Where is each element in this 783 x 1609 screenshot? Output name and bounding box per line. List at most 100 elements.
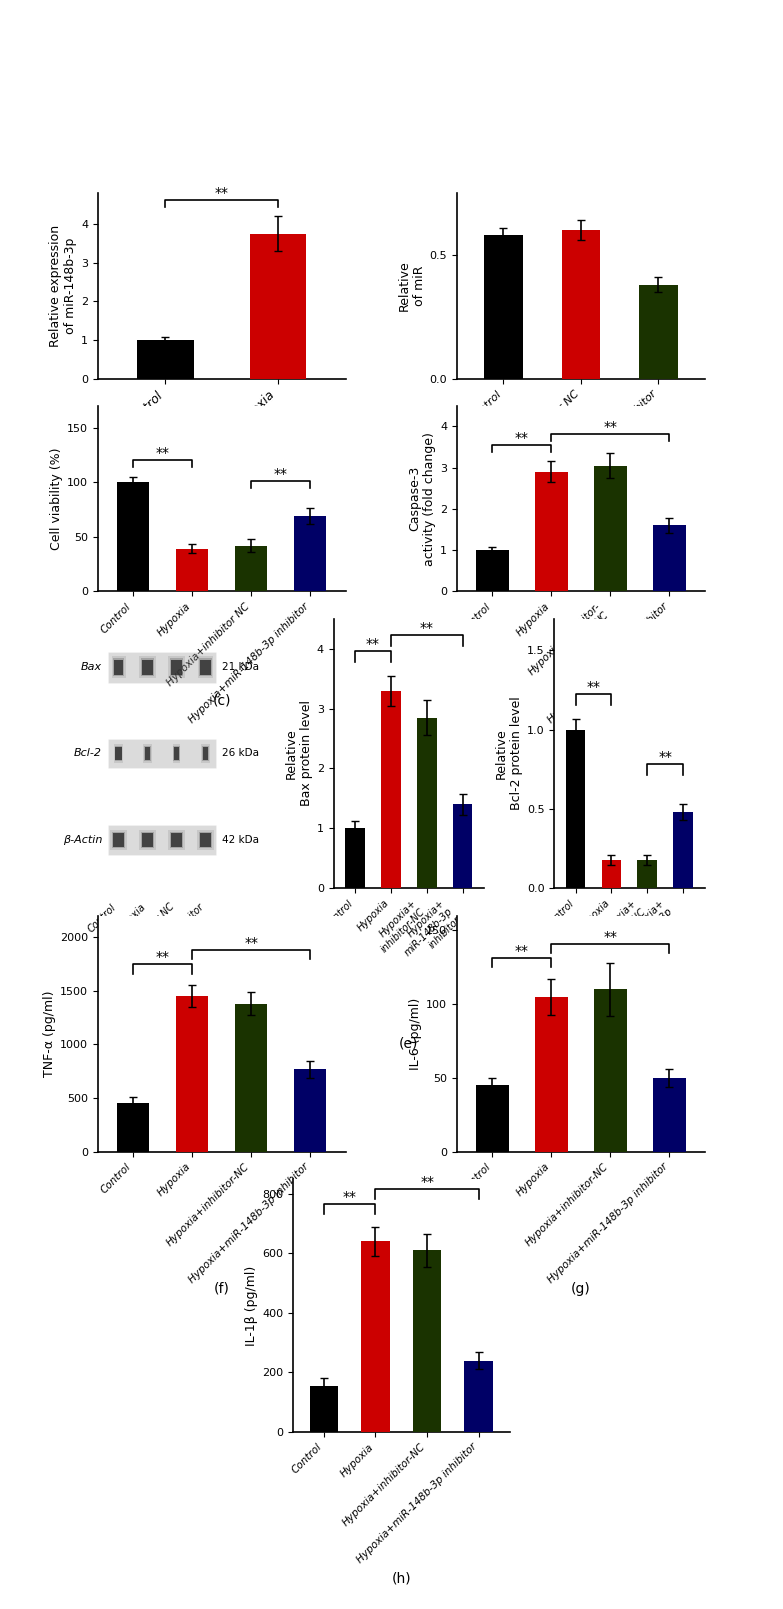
- Text: **: **: [156, 446, 170, 460]
- Bar: [115, 747, 122, 761]
- Bar: [653, 526, 686, 592]
- Bar: [202, 747, 209, 761]
- Bar: [200, 833, 211, 846]
- Text: 42 kDa: 42 kDa: [222, 835, 259, 845]
- Bar: [142, 833, 153, 846]
- Text: (a): (a): [212, 481, 232, 494]
- Bar: [176, 549, 208, 592]
- Text: **: **: [215, 185, 229, 200]
- Bar: [168, 656, 185, 679]
- Y-axis label: IL-6 (pg/ml): IL-6 (pg/ml): [410, 998, 422, 1070]
- Text: (h): (h): [392, 1572, 411, 1585]
- Text: **: **: [366, 637, 380, 652]
- Bar: [114, 745, 123, 763]
- Bar: [144, 747, 151, 761]
- Bar: [115, 748, 121, 759]
- Bar: [361, 1242, 390, 1432]
- Bar: [294, 516, 327, 592]
- Bar: [170, 658, 183, 676]
- Text: **: **: [244, 936, 258, 949]
- Text: **: **: [586, 681, 601, 693]
- Bar: [535, 471, 568, 592]
- Bar: [137, 339, 193, 378]
- Bar: [176, 996, 208, 1152]
- Bar: [142, 660, 153, 674]
- Bar: [112, 832, 125, 848]
- Bar: [484, 235, 523, 378]
- Bar: [171, 833, 182, 846]
- Y-axis label: Relative
Bcl-2 protein level: Relative Bcl-2 protein level: [495, 697, 522, 811]
- Bar: [673, 813, 693, 888]
- Bar: [197, 830, 214, 850]
- Bar: [110, 830, 127, 850]
- Text: (e): (e): [399, 1036, 418, 1051]
- Text: Bcl-2: Bcl-2: [74, 748, 102, 758]
- Text: **: **: [420, 1175, 434, 1189]
- Text: inhibitor NC: inhibitor NC: [128, 903, 176, 949]
- Text: (d): (d): [571, 693, 590, 708]
- Bar: [381, 690, 401, 888]
- Bar: [199, 832, 212, 848]
- Bar: [201, 745, 210, 763]
- Y-axis label: Relative expression
of miR-148b-3p: Relative expression of miR-148b-3p: [49, 225, 77, 348]
- Bar: [561, 230, 601, 378]
- Bar: [637, 859, 657, 888]
- Bar: [653, 1078, 686, 1152]
- Text: **: **: [156, 951, 170, 964]
- Text: **: **: [515, 944, 529, 957]
- Bar: [114, 660, 123, 674]
- Bar: [112, 656, 125, 679]
- Bar: [174, 748, 179, 759]
- Y-axis label: Cell viability (%): Cell viability (%): [50, 447, 63, 550]
- Bar: [535, 998, 568, 1152]
- Bar: [200, 660, 211, 674]
- Bar: [143, 745, 152, 763]
- Bar: [113, 658, 124, 676]
- Y-axis label: Relative
Bax protein level: Relative Bax protein level: [284, 700, 312, 806]
- Bar: [453, 804, 472, 888]
- Bar: [108, 652, 216, 682]
- Bar: [170, 832, 183, 848]
- Text: **: **: [274, 467, 287, 481]
- Bar: [198, 656, 213, 679]
- Bar: [235, 545, 268, 592]
- Bar: [141, 658, 154, 676]
- Bar: [594, 990, 626, 1152]
- Text: 26 kDa: 26 kDa: [222, 748, 259, 758]
- Bar: [139, 656, 156, 679]
- Bar: [108, 825, 216, 854]
- Text: Control: Control: [86, 903, 118, 935]
- Bar: [200, 658, 211, 676]
- Bar: [310, 1385, 338, 1432]
- Bar: [108, 739, 216, 767]
- Bar: [141, 832, 154, 848]
- Text: **: **: [604, 420, 617, 434]
- Text: 21 kDa: 21 kDa: [222, 663, 259, 673]
- Bar: [174, 747, 179, 761]
- Y-axis label: Relative
of miR: Relative of miR: [398, 261, 425, 311]
- Bar: [476, 550, 509, 592]
- Bar: [235, 1004, 268, 1152]
- Y-axis label: TNF-α (pg/ml): TNF-α (pg/ml): [43, 991, 56, 1076]
- Bar: [464, 1361, 493, 1432]
- Bar: [566, 729, 586, 888]
- Text: **: **: [420, 621, 434, 636]
- Bar: [601, 859, 622, 888]
- Bar: [476, 1086, 509, 1152]
- Bar: [250, 233, 306, 378]
- Bar: [145, 748, 150, 759]
- Bar: [639, 285, 677, 378]
- Bar: [203, 748, 208, 759]
- Text: (c): (c): [212, 693, 231, 708]
- Bar: [117, 483, 150, 592]
- Text: (b): (b): [571, 481, 590, 494]
- Text: **: **: [604, 930, 617, 943]
- Y-axis label: IL-1β (pg/ml): IL-1β (pg/ml): [245, 1265, 258, 1345]
- Bar: [139, 830, 156, 850]
- Text: (g): (g): [571, 1282, 590, 1295]
- Bar: [345, 829, 365, 888]
- Text: **: **: [659, 750, 673, 764]
- Bar: [117, 1104, 150, 1152]
- Text: **: **: [343, 1189, 357, 1204]
- Text: Hypoxia: Hypoxia: [112, 903, 147, 936]
